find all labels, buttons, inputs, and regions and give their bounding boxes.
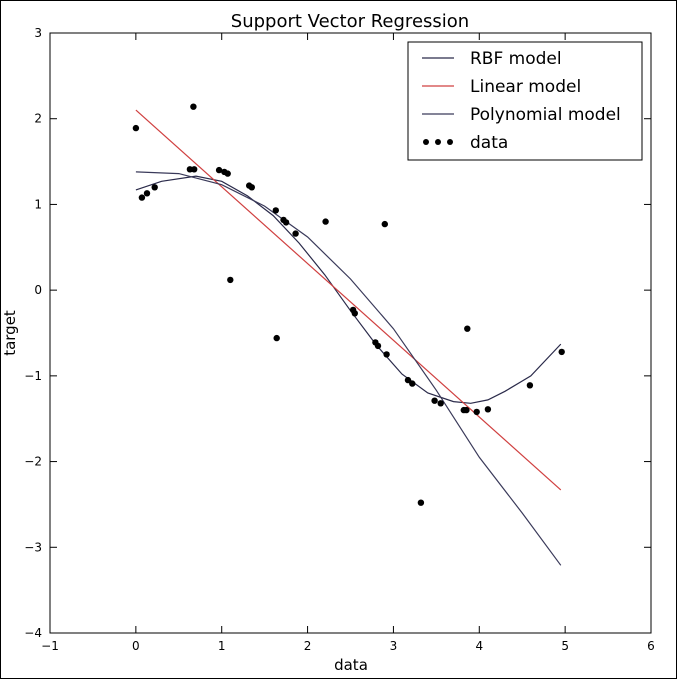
data-point (381, 220, 388, 228)
y-tick-label: −1 (24, 369, 42, 383)
y-tick-label: 1 (34, 197, 42, 211)
series-lines (135, 109, 562, 566)
data-point (272, 207, 279, 214)
y-tick-label: −2 (24, 455, 42, 469)
data-point (224, 170, 231, 177)
data-point (132, 124, 140, 132)
data-point (431, 397, 438, 404)
y-tick-label: −4 (24, 626, 42, 640)
data-point (215, 166, 223, 174)
data-point (484, 406, 492, 413)
data-point (273, 334, 280, 342)
data-point (227, 276, 234, 284)
data-point (526, 382, 534, 389)
data-point (464, 325, 471, 332)
legend-label: RBF model (470, 49, 562, 69)
legend-swatch-dot (423, 139, 429, 145)
legend-swatch-dot (447, 139, 453, 145)
y-tick-label: −3 (24, 540, 42, 554)
x-tick-label: 6 (647, 639, 655, 653)
data-point (383, 351, 390, 358)
data-point (143, 190, 151, 197)
data-point (248, 184, 255, 191)
x-axis-label: data (334, 656, 368, 674)
data-point (374, 342, 382, 350)
data-point (292, 230, 299, 237)
x-tick-label: 4 (475, 639, 483, 653)
data-point (463, 406, 470, 414)
data-point (558, 348, 565, 356)
x-tick-label: 2 (304, 639, 312, 653)
data-point (151, 184, 158, 191)
data-point (138, 194, 146, 201)
legend-label: Linear model (470, 77, 581, 97)
data-point (437, 400, 444, 407)
x-tick-label: −1 (41, 639, 59, 653)
data-point (417, 499, 425, 506)
x-tick-label: 1 (218, 639, 226, 653)
y-tick-label: 0 (34, 283, 42, 297)
legend: RBF model Linear model Polynomial model dat… (407, 41, 643, 161)
legend-label: Polynomial model (470, 105, 621, 125)
y-tick-label: 3 (34, 26, 42, 40)
data-point (351, 310, 358, 317)
series-line-rbf-model (135, 175, 562, 404)
chart-title: Support Vector Regression (231, 11, 469, 32)
data-point (473, 408, 480, 416)
data-point (404, 376, 412, 384)
data-point (191, 166, 198, 173)
data-point (190, 103, 197, 110)
data-point (322, 218, 329, 225)
x-tick-label: 3 (390, 639, 398, 653)
y-tick-label: 2 (34, 112, 42, 126)
x-tick-label: 0 (132, 639, 140, 653)
y-axis-label: target (1, 310, 19, 356)
data-points (132, 103, 565, 506)
series-line-polynomial-model (135, 171, 562, 566)
data-point (409, 380, 416, 387)
axis-ticks: −1 0 1 2 3 4 5 6 −4 −3 −2 −1 0 1 2 3 (24, 26, 655, 653)
legend-swatch-dot (435, 139, 441, 145)
data-point (282, 219, 290, 226)
x-tick-label: 5 (561, 639, 569, 653)
legend-box (407, 41, 643, 161)
series-line-linear-model (135, 109, 562, 491)
legend-label: data (470, 133, 508, 153)
